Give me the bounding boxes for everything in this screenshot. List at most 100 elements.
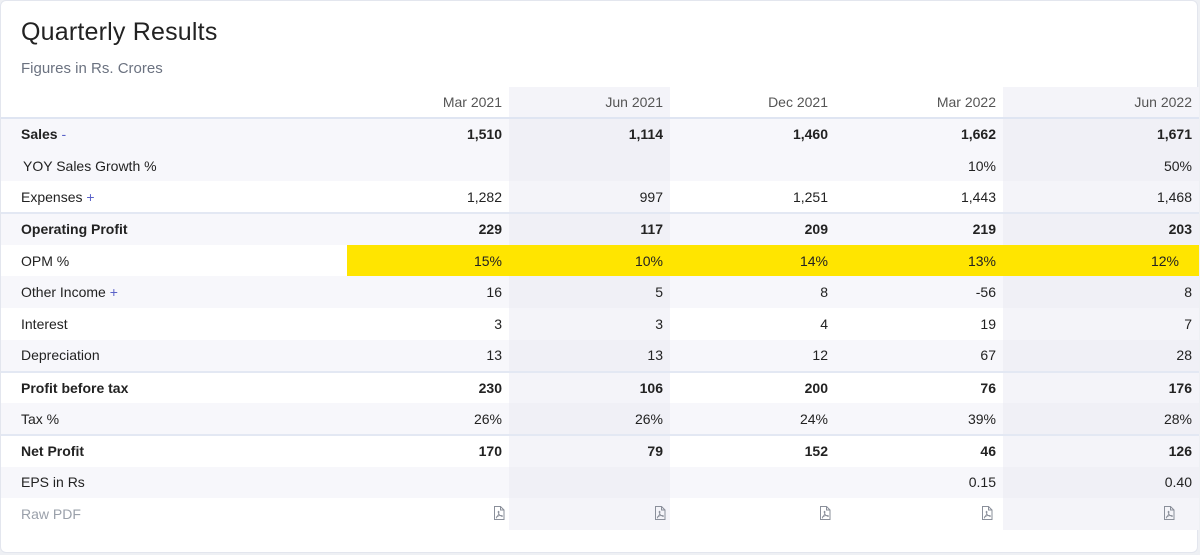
table-cell: -56 bbox=[835, 276, 1003, 309]
table-cell: 79 bbox=[509, 433, 670, 467]
table-cell: 126 bbox=[1003, 433, 1199, 467]
table-cell: 4 bbox=[820, 315, 828, 332]
table-cell: 230 bbox=[347, 370, 509, 404]
page-title: Quarterly Results bbox=[21, 18, 218, 46]
table-cell: 67 bbox=[835, 339, 1003, 372]
table-cell: 16 bbox=[347, 276, 509, 309]
table-cell-highlighted: 12% bbox=[1003, 244, 1199, 277]
table-row-other-income[interactable]: Other Income + 16 5 8 -56 8 bbox=[1, 276, 1199, 309]
table-row-tax: Tax % 26% 26% 24% 39% 28% bbox=[1, 403, 1199, 435]
table-cell: 3 bbox=[509, 308, 670, 340]
row-label: Profit before tax bbox=[1, 370, 347, 404]
table-cell: 997 bbox=[509, 181, 670, 214]
table-row-depreciation: Depreciation 13 13 12 67 28 bbox=[1, 339, 1199, 372]
table-cell: 13 bbox=[509, 339, 670, 372]
table-cell-highlighted: 15% bbox=[347, 244, 509, 277]
header-stub bbox=[1, 87, 347, 119]
table-cell: 28 bbox=[1003, 339, 1199, 372]
table-cell: 1,510 bbox=[347, 118, 509, 150]
table-cell: 1,282 bbox=[466, 188, 502, 205]
row-label: Interest bbox=[21, 315, 68, 332]
table-cell bbox=[509, 149, 670, 182]
table-row-profit-before-tax: Profit before tax 230 106 200 76 176 bbox=[1, 370, 1199, 404]
table-cell: 1,468 bbox=[1003, 181, 1199, 214]
row-label[interactable]: Sales - bbox=[1, 118, 347, 150]
table-cell: 76 bbox=[835, 370, 1003, 404]
pdf-file-icon[interactable] bbox=[1163, 505, 1175, 523]
table-cell: 1,114 bbox=[509, 118, 670, 150]
table-row-sales[interactable]: Sales - 1,510 1,114 1,460 1,662 1,671 bbox=[1, 118, 1199, 150]
pdf-file-icon[interactable] bbox=[981, 505, 993, 523]
table-cell: 50% bbox=[1003, 149, 1199, 182]
collapse-toggle[interactable]: - bbox=[61, 126, 67, 143]
pdf-cell bbox=[1003, 498, 1199, 530]
row-label-text: Other Income bbox=[21, 284, 106, 301]
row-label: Depreciation bbox=[1, 339, 347, 372]
row-label: Raw PDF bbox=[21, 506, 81, 523]
table-row-opm: OPM % 15% 10% 14% 13% 12% bbox=[1, 244, 1199, 277]
table-row-yoy-sales-growth: YOY Sales Growth % 10% 50% bbox=[1, 149, 1199, 182]
table-cell: 176 bbox=[1003, 370, 1199, 404]
expand-toggle[interactable]: + bbox=[86, 188, 95, 205]
row-label[interactable]: Other Income + bbox=[1, 276, 347, 309]
row-label: OPM % bbox=[21, 252, 70, 269]
page-subtitle: Figures in Rs. Crores bbox=[21, 60, 163, 77]
column-header: Jun 2021 bbox=[509, 87, 670, 119]
table-cell: 219 bbox=[835, 212, 1003, 245]
table-cell bbox=[670, 149, 835, 182]
column-header: Dec 2021 bbox=[670, 87, 835, 119]
row-label: Net Profit bbox=[1, 433, 347, 467]
row-label: EPS in Rs bbox=[1, 466, 347, 499]
pdf-cell bbox=[670, 498, 835, 530]
header-row: Mar 2021 Jun 2021 Dec 2021 Mar 2022 Jun … bbox=[1, 87, 1199, 119]
row-label[interactable]: Expenses + bbox=[1, 181, 347, 213]
table-cell: 170 bbox=[347, 433, 509, 467]
row-label: Tax % bbox=[1, 403, 347, 435]
table-cell: 0.15 bbox=[835, 466, 1003, 499]
table-cell bbox=[347, 149, 509, 182]
column-header: Mar 2021 bbox=[347, 87, 509, 119]
table-cell bbox=[670, 466, 835, 499]
table-cell-highlighted: 14% bbox=[670, 244, 835, 277]
pdf-file-icon[interactable] bbox=[819, 505, 831, 523]
table-row-raw-pdf: Raw PDF bbox=[1, 498, 1199, 530]
table-cell: 8 bbox=[1003, 276, 1199, 309]
expand-toggle[interactable]: + bbox=[109, 284, 118, 301]
pdf-file-icon[interactable] bbox=[493, 505, 505, 523]
table-cell: 26% bbox=[347, 403, 509, 435]
row-label-text: Sales bbox=[21, 126, 58, 143]
table-cell: 203 bbox=[1003, 212, 1199, 245]
pdf-cell bbox=[509, 498, 670, 530]
column-header: Mar 2022 bbox=[835, 87, 1003, 119]
table-cell: 1,662 bbox=[835, 118, 1003, 150]
table-cell: 46 bbox=[835, 433, 1003, 467]
table-cell-highlighted: 10% bbox=[509, 244, 670, 277]
table-cell: 1,460 bbox=[670, 118, 835, 150]
table-cell: 10% bbox=[835, 149, 1003, 182]
table-cell: 1,251 bbox=[792, 188, 828, 205]
table-cell: 26% bbox=[509, 403, 670, 435]
table-row-eps: EPS in Rs 0.15 0.40 bbox=[1, 466, 1199, 499]
table-cell: 152 bbox=[670, 433, 835, 467]
table-cell: 8 bbox=[670, 276, 835, 309]
table-row-operating-profit: Operating Profit 229 117 209 219 203 bbox=[1, 212, 1199, 245]
pdf-file-icon[interactable] bbox=[654, 505, 666, 523]
table-cell: 19 bbox=[980, 315, 996, 332]
table-cell: 7 bbox=[1003, 308, 1199, 340]
table-cell: 117 bbox=[509, 212, 670, 245]
table-cell: 1,671 bbox=[1003, 118, 1199, 150]
pdf-cell bbox=[347, 498, 509, 530]
results-table: Mar 2021 Jun 2021 Dec 2021 Mar 2022 Jun … bbox=[1, 87, 1199, 530]
table-row-expenses[interactable]: Expenses + 1,282 997 1,251 1,443 1,468 bbox=[1, 181, 1199, 214]
table-cell bbox=[347, 466, 509, 499]
row-label-text: Expenses bbox=[21, 188, 83, 205]
table-cell: 0.40 bbox=[1003, 466, 1199, 499]
table-row-interest: Interest 3 3 4 19 7 bbox=[1, 308, 1199, 340]
table-cell: 229 bbox=[347, 212, 509, 245]
table-cell: 13 bbox=[347, 339, 509, 372]
table-cell: 28% bbox=[1003, 403, 1199, 435]
table-row-net-profit: Net Profit 170 79 152 46 126 bbox=[1, 433, 1199, 467]
pdf-cell bbox=[835, 498, 1003, 530]
table-cell: 24% bbox=[670, 403, 835, 435]
